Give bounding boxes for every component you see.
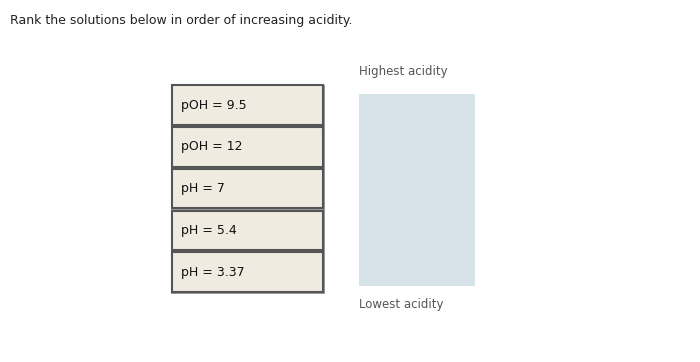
Text: pH = 5.4: pH = 5.4 <box>181 224 237 237</box>
Bar <box>171 253 325 294</box>
Bar <box>172 211 323 250</box>
Bar <box>172 169 323 209</box>
Text: Rank the solutions below in order of increasing acidity.: Rank the solutions below in order of inc… <box>10 14 353 28</box>
Text: pH = 7: pH = 7 <box>181 182 225 195</box>
Bar <box>171 127 325 169</box>
Text: Highest acidity: Highest acidity <box>358 65 447 78</box>
Text: Lowest acidity: Lowest acidity <box>358 299 443 311</box>
Bar <box>358 94 475 286</box>
Text: pH = 3.37: pH = 3.37 <box>181 266 245 279</box>
Bar <box>172 253 323 292</box>
Bar <box>172 85 323 125</box>
Text: pOH = 9.5: pOH = 9.5 <box>181 98 247 111</box>
Bar <box>171 85 325 127</box>
Bar <box>171 169 325 211</box>
Text: pOH = 12: pOH = 12 <box>181 140 243 153</box>
Bar <box>171 211 325 253</box>
Bar <box>172 127 323 167</box>
